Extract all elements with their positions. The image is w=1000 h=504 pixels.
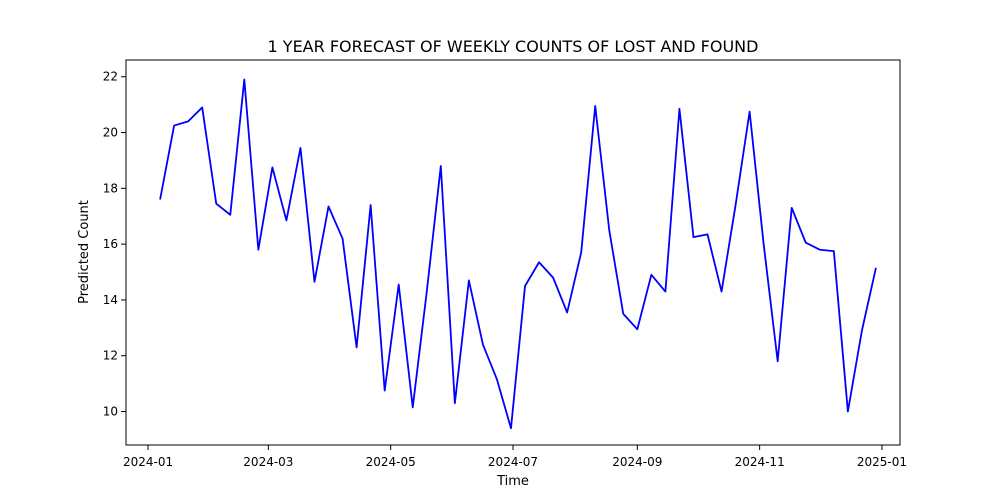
x-tick-label: 2024-07 [488,455,538,469]
axes: 2024-01 2024-03 2024-05 2024-07 2024-09 2024-… [103,60,907,469]
x-tick-label: 2025-01 [857,455,907,469]
y-tick-label: 18 [103,181,118,195]
chart-title: 1 YEAR FORECAST OF WEEKLY COUNTS OF LOST… [268,37,759,56]
y-tick-label: 22 [103,70,118,84]
x-tick-label: 2024-05 [366,455,416,469]
plot-frame [126,60,900,445]
y-axis-label: Predicted Count [77,200,92,304]
x-axis-label: Time [496,474,529,489]
y-tick-label: 14 [103,293,118,307]
x-tick-label: 2024-01 [123,455,173,469]
y-tick-label: 16 [103,237,118,251]
y-tick-label: 12 [103,349,118,363]
x-tick-label: 2024-11 [735,455,785,469]
y-tick-label: 10 [103,405,118,419]
y-tick-label: 20 [103,126,118,140]
x-tick-label: 2024-09 [612,455,662,469]
x-tick-label: 2024-03 [243,455,293,469]
series-line [160,80,876,429]
